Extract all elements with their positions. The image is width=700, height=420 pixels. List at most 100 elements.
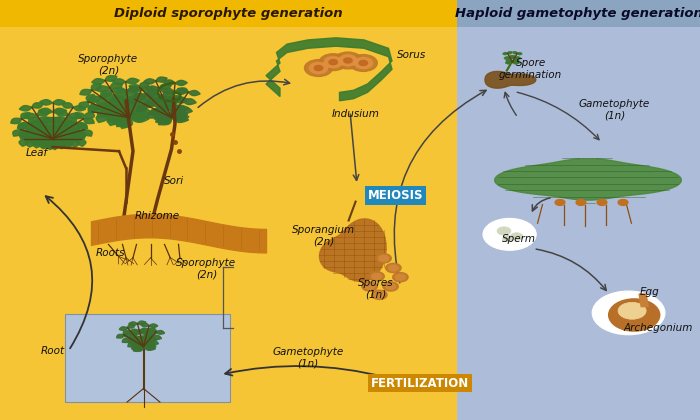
Polygon shape — [133, 330, 141, 334]
Polygon shape — [32, 129, 43, 139]
Polygon shape — [156, 331, 164, 334]
Polygon shape — [127, 107, 140, 118]
Polygon shape — [188, 91, 200, 96]
Polygon shape — [25, 130, 36, 139]
Polygon shape — [108, 116, 120, 126]
Polygon shape — [139, 328, 149, 333]
Polygon shape — [512, 61, 519, 64]
Polygon shape — [175, 80, 188, 86]
Polygon shape — [61, 125, 71, 134]
Polygon shape — [163, 80, 175, 85]
Polygon shape — [129, 322, 137, 326]
Polygon shape — [111, 105, 129, 112]
Polygon shape — [85, 112, 95, 119]
Polygon shape — [52, 117, 68, 123]
Polygon shape — [163, 103, 177, 110]
Polygon shape — [148, 111, 160, 118]
Polygon shape — [37, 110, 50, 116]
Polygon shape — [76, 123, 88, 129]
Polygon shape — [106, 101, 118, 110]
Polygon shape — [32, 103, 43, 108]
Polygon shape — [19, 131, 28, 139]
Polygon shape — [111, 115, 130, 123]
Polygon shape — [52, 125, 69, 133]
Polygon shape — [52, 136, 71, 144]
Polygon shape — [169, 105, 183, 112]
Polygon shape — [139, 337, 148, 342]
Polygon shape — [125, 92, 139, 97]
Polygon shape — [62, 103, 73, 108]
Polygon shape — [510, 56, 515, 58]
Polygon shape — [18, 122, 27, 130]
Polygon shape — [183, 99, 196, 105]
Polygon shape — [152, 336, 162, 340]
Polygon shape — [139, 94, 154, 100]
Polygon shape — [506, 60, 512, 63]
Polygon shape — [158, 103, 169, 112]
Polygon shape — [41, 126, 53, 136]
Polygon shape — [126, 99, 135, 105]
Polygon shape — [144, 342, 154, 347]
Polygon shape — [133, 342, 144, 347]
Text: Gametophyte
(1n): Gametophyte (1n) — [272, 347, 344, 369]
Text: Spores
(1n): Spores (1n) — [358, 278, 393, 300]
Polygon shape — [48, 125, 62, 132]
Polygon shape — [49, 126, 61, 134]
Polygon shape — [29, 117, 38, 123]
Polygon shape — [158, 118, 172, 125]
Polygon shape — [508, 52, 512, 54]
Polygon shape — [106, 108, 125, 116]
Polygon shape — [52, 132, 69, 140]
Polygon shape — [517, 52, 522, 55]
Polygon shape — [111, 96, 127, 103]
Polygon shape — [75, 113, 84, 119]
Polygon shape — [42, 117, 56, 124]
Polygon shape — [107, 114, 120, 122]
Polygon shape — [505, 61, 512, 64]
Polygon shape — [97, 110, 109, 117]
Polygon shape — [128, 342, 137, 347]
Polygon shape — [143, 341, 152, 346]
Circle shape — [314, 66, 323, 71]
Polygon shape — [105, 76, 117, 81]
Polygon shape — [25, 139, 36, 147]
Circle shape — [395, 274, 405, 280]
Circle shape — [393, 273, 408, 282]
Polygon shape — [67, 134, 78, 142]
Polygon shape — [157, 105, 172, 111]
Polygon shape — [62, 139, 73, 148]
Polygon shape — [130, 329, 139, 333]
Polygon shape — [26, 123, 36, 132]
Polygon shape — [20, 132, 29, 139]
Polygon shape — [126, 78, 139, 84]
Circle shape — [359, 60, 368, 66]
Polygon shape — [123, 333, 133, 337]
Polygon shape — [172, 110, 185, 118]
Polygon shape — [125, 104, 141, 111]
Text: Sorus: Sorus — [397, 50, 426, 60]
Polygon shape — [44, 126, 56, 134]
Polygon shape — [43, 128, 56, 139]
Polygon shape — [120, 98, 136, 105]
Polygon shape — [159, 97, 174, 102]
Polygon shape — [512, 60, 519, 63]
Circle shape — [334, 52, 362, 69]
Polygon shape — [34, 134, 52, 142]
Circle shape — [374, 292, 384, 298]
Polygon shape — [164, 103, 176, 110]
Polygon shape — [48, 139, 60, 150]
Polygon shape — [149, 109, 164, 116]
Polygon shape — [137, 330, 147, 334]
Polygon shape — [69, 139, 80, 147]
Polygon shape — [150, 100, 165, 107]
Text: FERTILIZATION: FERTILIZATION — [371, 377, 469, 389]
Polygon shape — [104, 110, 120, 117]
Polygon shape — [34, 136, 46, 145]
Bar — [457, 0, 700, 420]
Polygon shape — [97, 103, 111, 110]
Polygon shape — [119, 327, 127, 331]
Polygon shape — [80, 89, 92, 95]
Polygon shape — [27, 134, 38, 142]
Polygon shape — [88, 104, 98, 112]
Polygon shape — [148, 340, 158, 345]
